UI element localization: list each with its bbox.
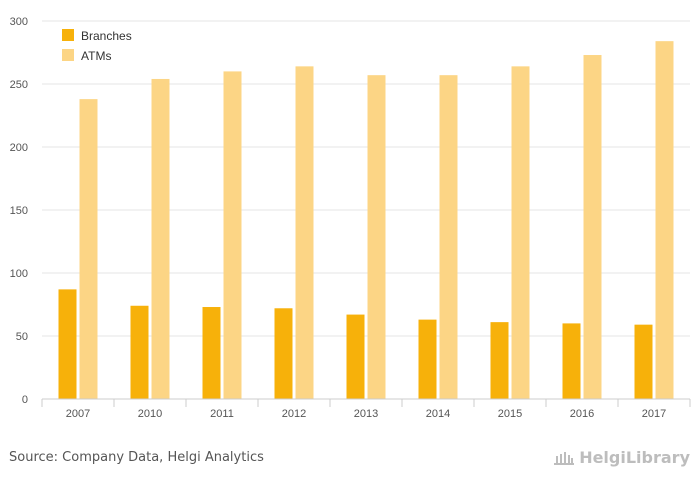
bar-branches-2010 <box>130 305 149 399</box>
x-tick-label: 2017 <box>642 408 666 420</box>
x-tick-label: 2014 <box>426 408 450 420</box>
x-tick-label: 2015 <box>498 408 522 420</box>
x-tick-label: 2013 <box>354 408 378 420</box>
y-tick-label: 150 <box>10 205 28 217</box>
bar-branches-2016 <box>562 323 581 399</box>
x-tick-label: 2007 <box>66 408 90 420</box>
y-tick-label: 250 <box>10 79 28 91</box>
bar-atms-2013 <box>367 75 386 400</box>
source-note: Source: Company Data, Helgi Analytics <box>9 450 264 465</box>
library-building-icon <box>554 451 575 465</box>
bar-atms-2017 <box>655 41 674 399</box>
legend: Branches ATMs <box>62 29 132 63</box>
legend-swatch-branches <box>62 29 74 41</box>
bar-branches-2015 <box>490 322 509 399</box>
x-tick-label: 2011 <box>210 408 234 420</box>
logo-text: HelgiLibrary <box>579 448 690 467</box>
bar-atms-2015 <box>511 66 530 400</box>
bar-branches-2014 <box>418 319 437 399</box>
bar-branches-2007 <box>58 289 77 399</box>
bar-branches-2011 <box>202 307 221 399</box>
y-tick-label: 50 <box>16 331 28 343</box>
bar-atms-2014 <box>439 75 458 400</box>
legend-swatch-atms <box>62 49 74 61</box>
bar-branches-2017 <box>634 324 653 399</box>
bar-branches-2012 <box>274 308 293 399</box>
y-tick-label: 100 <box>10 268 28 280</box>
bar-atms-2016 <box>583 55 602 400</box>
x-tick-label: 2012 <box>282 408 306 420</box>
x-tick-label: 2016 <box>570 408 594 420</box>
bar-atms-2007 <box>79 99 98 400</box>
bar-atms-2011 <box>223 71 242 400</box>
x-axis: 2007 2010 2011 2012 2013 2014 2015 2016 2017 <box>41 398 691 420</box>
legend-label-atms[interactable]: ATMs <box>81 49 111 63</box>
y-tick-label: 0 <box>22 394 28 406</box>
legend-label-branches[interactable]: Branches <box>81 29 132 43</box>
bar-atms-2010 <box>151 78 170 400</box>
helgi-library-logo: HelgiLibrary <box>553 448 690 467</box>
x-tick-label: 2010 <box>138 408 162 420</box>
y-tick-label: 300 <box>10 16 28 28</box>
bar-branches-2013 <box>346 314 365 399</box>
bars <box>58 41 674 400</box>
bar-atms-2012 <box>295 66 314 400</box>
y-axis: 0 50 100 150 200 250 300 <box>10 16 28 406</box>
y-tick-label: 200 <box>10 142 28 154</box>
gridlines <box>42 20 690 337</box>
